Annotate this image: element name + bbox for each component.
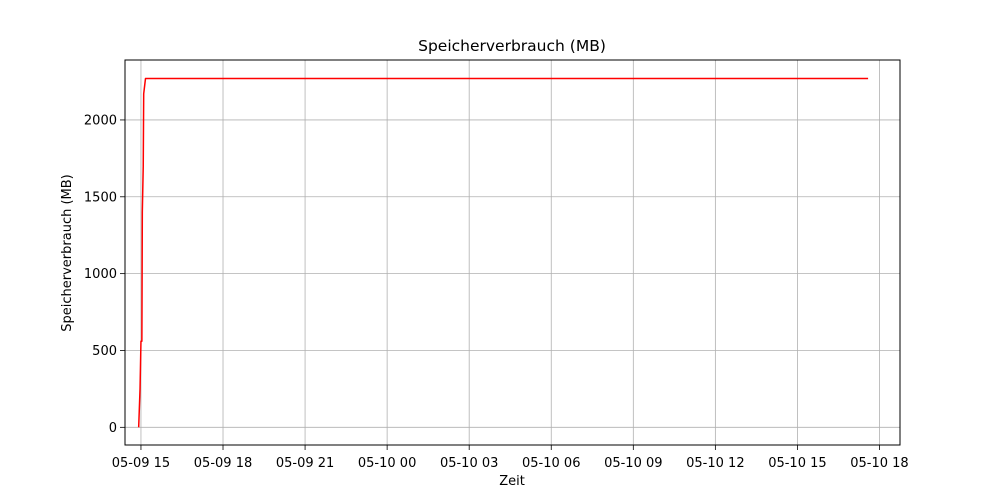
x-tick-label: 05-09 18 (194, 456, 252, 471)
y-axis: 0 500 1000 1500 2000 (84, 113, 125, 436)
x-tick-label: 05-10 06 (522, 456, 580, 471)
x-axis: 05-09 15 05-09 18 05-09 21 05-10 00 05-10 03… (112, 445, 909, 471)
x-tick-label: 05-10 03 (440, 456, 498, 471)
y-tick-label: 1500 (84, 190, 117, 205)
y-tick-label: 500 (92, 344, 117, 359)
series-layer (137, 77, 869, 428)
x-tick-label: 05-10 09 (604, 456, 662, 471)
x-tick-label: 05-10 12 (686, 456, 744, 471)
grid (125, 60, 900, 445)
y-axis-label: Speicherverbrauch (MB) (60, 174, 75, 331)
y-tick-label: 2000 (84, 113, 117, 128)
x-axis-label: Zeit (499, 474, 525, 489)
plot-frame (124, 59, 901, 446)
memory-usage-line (137, 77, 869, 428)
y-tick-label: 0 (109, 421, 117, 436)
x-tick-label: 05-09 15 (112, 456, 170, 471)
x-tick-label: 05-10 00 (358, 456, 416, 471)
x-tick-label: 05-09 21 (276, 456, 334, 471)
x-tick-label: 05-10 15 (768, 456, 826, 471)
x-tick-label: 05-10 18 (850, 456, 908, 471)
chart-title: Speicherverbrauch (MB) (418, 37, 606, 55)
y-tick-label: 1000 (84, 267, 117, 282)
